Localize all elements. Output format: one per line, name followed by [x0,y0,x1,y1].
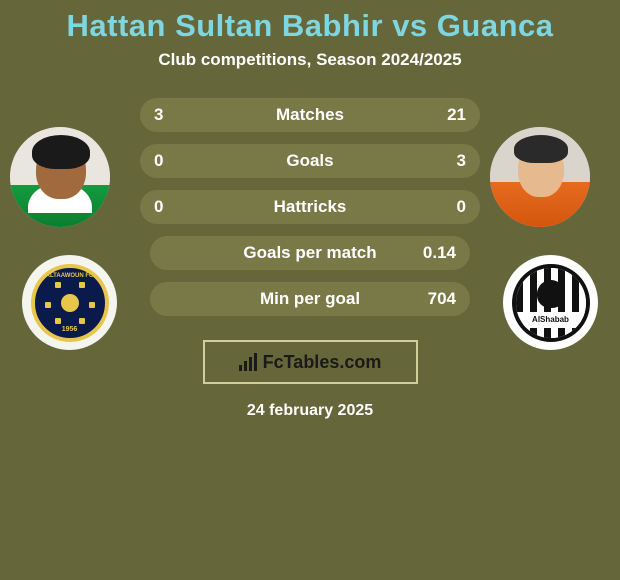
date: 24 february 2025 [0,402,620,420]
stat-right-value: 704 [428,289,456,309]
stat-right-value: 0.14 [423,243,456,263]
club-left-crest: ALTAAWOUN FC 1956 [22,255,117,350]
stat-row: 3 Matches 21 [140,98,480,132]
stat-left-value: 3 [154,105,163,125]
watermark: FcTables.com [203,340,418,384]
stat-row: 0 Goals 3 [140,144,480,178]
stat-right-value: 3 [457,151,466,171]
stat-right-value: 0 [457,197,466,217]
stat-label: Min per goal [260,289,360,309]
stat-row: Goals per match 0.14 [150,236,470,270]
club-right-crest: AlShabab [503,255,598,350]
page-title: Hattan Sultan Babhir vs Guanca [0,8,620,44]
chart-bars-icon [239,353,257,371]
stat-right-value: 21 [447,105,466,125]
club-left-name: ALTAAWOUN FC [35,273,105,279]
stat-label: Goals [286,151,333,171]
club-right-name: AlShabab [532,315,569,324]
player-right-avatar [490,127,590,227]
stat-left-value: 0 [154,197,163,217]
stat-row: 0 Hattricks 0 [140,190,480,224]
stat-label: Matches [276,105,344,125]
stat-label: Goals per match [243,243,376,263]
watermark-text: FcTables.com [263,352,382,373]
club-left-year: 1956 [35,326,105,333]
comparison-card: Hattan Sultan Babhir vs Guanca Club comp… [0,0,620,580]
subtitle: Club competitions, Season 2024/2025 [0,50,620,70]
stat-row: Min per goal 704 [150,282,470,316]
stat-label: Hattricks [274,197,347,217]
stat-left-value: 0 [154,151,163,171]
player-left-avatar [10,127,110,227]
